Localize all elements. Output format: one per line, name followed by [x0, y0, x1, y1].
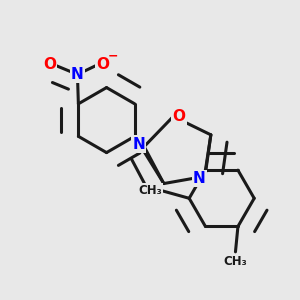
Text: −: −: [108, 49, 118, 62]
Text: CH₃: CH₃: [139, 184, 162, 197]
Text: N: N: [193, 171, 206, 186]
Text: CH₃: CH₃: [224, 255, 247, 268]
Text: O: O: [172, 109, 185, 124]
Text: N: N: [132, 136, 145, 152]
Text: N: N: [71, 67, 84, 82]
Text: O: O: [43, 57, 56, 72]
Text: O: O: [97, 57, 110, 72]
